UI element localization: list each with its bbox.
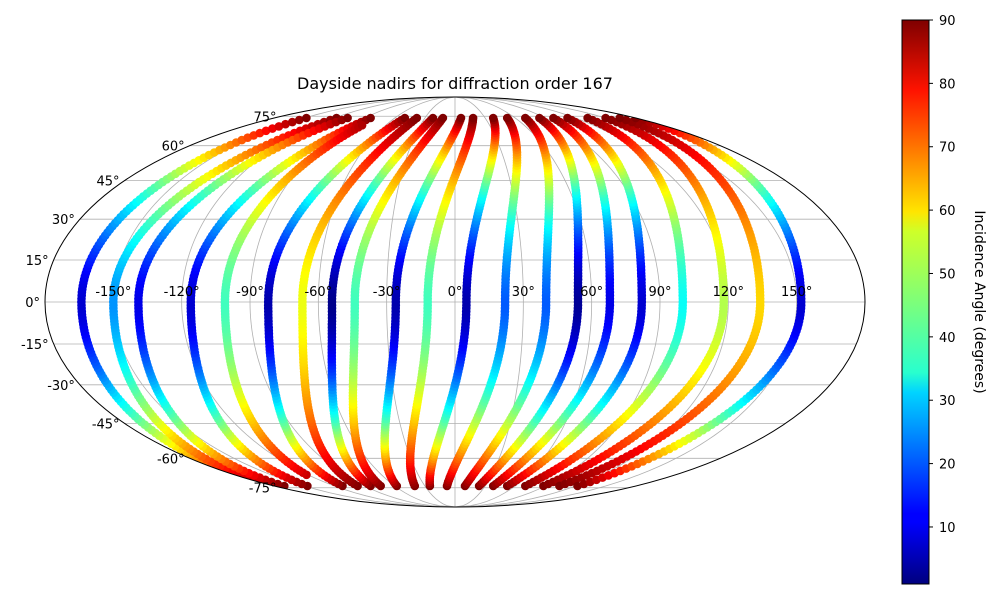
data-point	[549, 113, 558, 123]
track-series	[442, 113, 522, 491]
track-series	[425, 113, 500, 491]
lat-tick-label: 0°	[25, 296, 40, 311]
colorbar-label: Incidence Angle (degrees)	[971, 210, 987, 393]
data-point	[268, 124, 277, 133]
lon-tick-label: 30°	[512, 285, 535, 300]
colorbar	[901, 19, 930, 585]
data-point	[601, 113, 610, 123]
track-series	[405, 113, 478, 491]
track-series	[327, 113, 438, 491]
chart-title: Dayside nadirs for diffraction order 167	[297, 74, 613, 93]
lat-tick-label: 75°	[253, 110, 276, 125]
data-point	[412, 113, 422, 123]
data-point	[357, 121, 367, 130]
lon-tick-label: 90°	[648, 285, 671, 300]
data-point	[302, 113, 311, 123]
data-point	[400, 113, 410, 123]
lon-tick-label: 120°	[713, 285, 744, 300]
data-point	[288, 117, 297, 127]
data-point	[343, 113, 352, 123]
lat-tick-label: -15°	[21, 338, 49, 353]
lon-tick-label: -150°	[95, 285, 131, 300]
colorbar-tick-label: 20	[939, 458, 956, 473]
lon-tick-label: -60°	[304, 285, 332, 300]
lon-tick-label: 0°	[448, 285, 463, 300]
lon-tick-label: -120°	[164, 285, 200, 300]
data-point	[281, 119, 290, 129]
data-point	[563, 113, 572, 123]
data-point	[583, 113, 592, 123]
lon-tick-label: -90°	[236, 285, 264, 300]
data-point	[438, 113, 448, 123]
track-series	[348, 113, 448, 491]
lat-tick-label: -60°	[157, 452, 185, 467]
data-point	[488, 113, 498, 123]
track-series	[380, 113, 466, 491]
data-point	[502, 113, 512, 123]
lat-tick-label: 45°	[97, 175, 120, 190]
lat-tick-label: -75°	[249, 482, 277, 497]
colorbar-tick-label: 90	[939, 14, 956, 29]
data-point	[521, 113, 530, 123]
colorbar-tick-label: 70	[939, 141, 956, 156]
lon-tick-label: -30°	[373, 285, 401, 300]
map-plot-area	[45, 97, 865, 507]
colorbar-tick-label: 30	[939, 394, 956, 409]
data-point	[468, 113, 478, 123]
lat-tick-label: -30°	[47, 379, 75, 394]
track-series	[186, 113, 375, 491]
track-series	[134, 113, 352, 491]
data-point	[428, 113, 438, 123]
data-point	[535, 113, 544, 123]
colorbar-tick-label: 40	[939, 331, 956, 346]
colorbar-ticks: 10 20 30 40 50 60 70 80 90	[929, 14, 956, 536]
colorbar-tick-label: 10	[939, 521, 956, 536]
colorbar-tick-label: 80	[939, 77, 956, 92]
data-point	[295, 115, 304, 125]
lat-tick-label: 60°	[162, 140, 185, 155]
colorbar-tick-label: 60	[939, 204, 956, 219]
colorbar-tick-label: 50	[939, 267, 956, 282]
data-point	[274, 122, 284, 131]
data-point	[366, 113, 375, 123]
track-series	[220, 121, 367, 480]
lat-tick-label: 15°	[26, 254, 49, 269]
track-series	[298, 113, 422, 491]
lon-tick-label: 150°	[781, 285, 812, 300]
lat-tick-label: 30°	[52, 213, 75, 228]
lon-tick-label: 60°	[580, 285, 603, 300]
track-series	[263, 113, 410, 491]
gridline-lon	[454, 97, 524, 507]
lat-tick-label: -45°	[92, 417, 120, 432]
data-point	[456, 113, 466, 123]
